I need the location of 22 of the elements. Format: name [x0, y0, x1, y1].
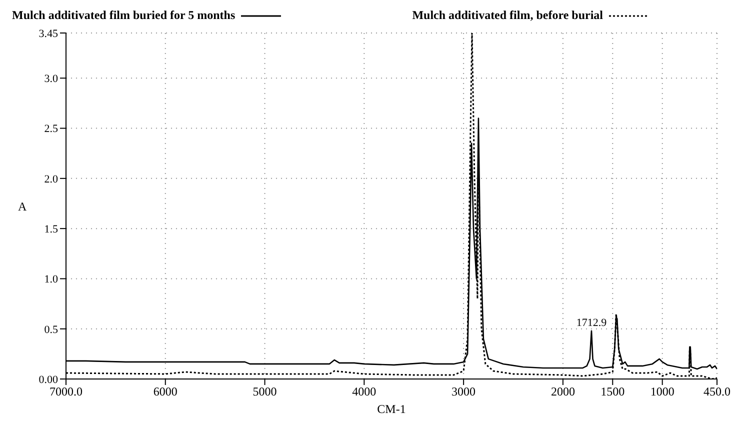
x-axis-title: CM-1 — [377, 402, 406, 416]
x-tick-label: 1500 — [600, 384, 625, 399]
y-tick-label: 2.5 — [44, 123, 58, 136]
y-tick-label: 0.00 — [38, 374, 58, 386]
y-tick-label: 0.5 — [44, 324, 58, 336]
x-tick-label: 5000 — [252, 384, 277, 399]
x-tick-label: 450.0 — [704, 384, 730, 399]
annotation: 1712.9 — [576, 316, 608, 329]
legend-label: Mulch additivated film, before burial — [412, 8, 603, 23]
y-tick-label: 1.5 — [44, 223, 58, 236]
y-tick-label: 1.0 — [44, 274, 58, 286]
x-tick-label: 7000.0 — [50, 384, 82, 399]
x-tick-label: 2000 — [550, 384, 575, 399]
y-tick-label: 2.0 — [44, 173, 58, 186]
x-tick-label: 4000 — [352, 384, 376, 399]
y-tick-label: 3.45 — [38, 28, 58, 40]
y-tick-label: 3.0 — [44, 73, 58, 86]
x-tick-label: 6000 — [153, 384, 178, 399]
x-tick-label: 3000 — [452, 384, 476, 399]
x-tick-label: 1000 — [650, 384, 674, 399]
y-axis-title: A — [18, 199, 27, 214]
legend-label: Mulch additivated film buried for 5 months — [12, 8, 236, 23]
